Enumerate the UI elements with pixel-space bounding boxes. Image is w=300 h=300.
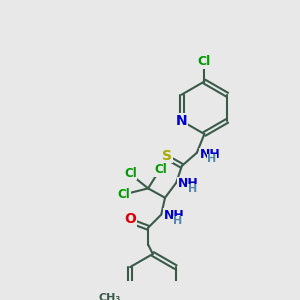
Text: NH: NH: [164, 209, 185, 222]
Text: CH₃: CH₃: [98, 293, 121, 300]
Text: Cl: Cl: [117, 188, 130, 201]
Text: Cl: Cl: [198, 56, 211, 68]
Text: H: H: [173, 216, 183, 226]
Text: NH: NH: [178, 177, 199, 190]
Text: S: S: [162, 148, 172, 163]
Text: Cl: Cl: [124, 167, 137, 180]
Text: H: H: [188, 184, 197, 194]
Text: N: N: [176, 114, 188, 128]
Text: O: O: [124, 212, 136, 226]
Text: Cl: Cl: [155, 163, 168, 176]
Text: H: H: [207, 154, 217, 164]
Text: NH: NH: [200, 148, 220, 161]
